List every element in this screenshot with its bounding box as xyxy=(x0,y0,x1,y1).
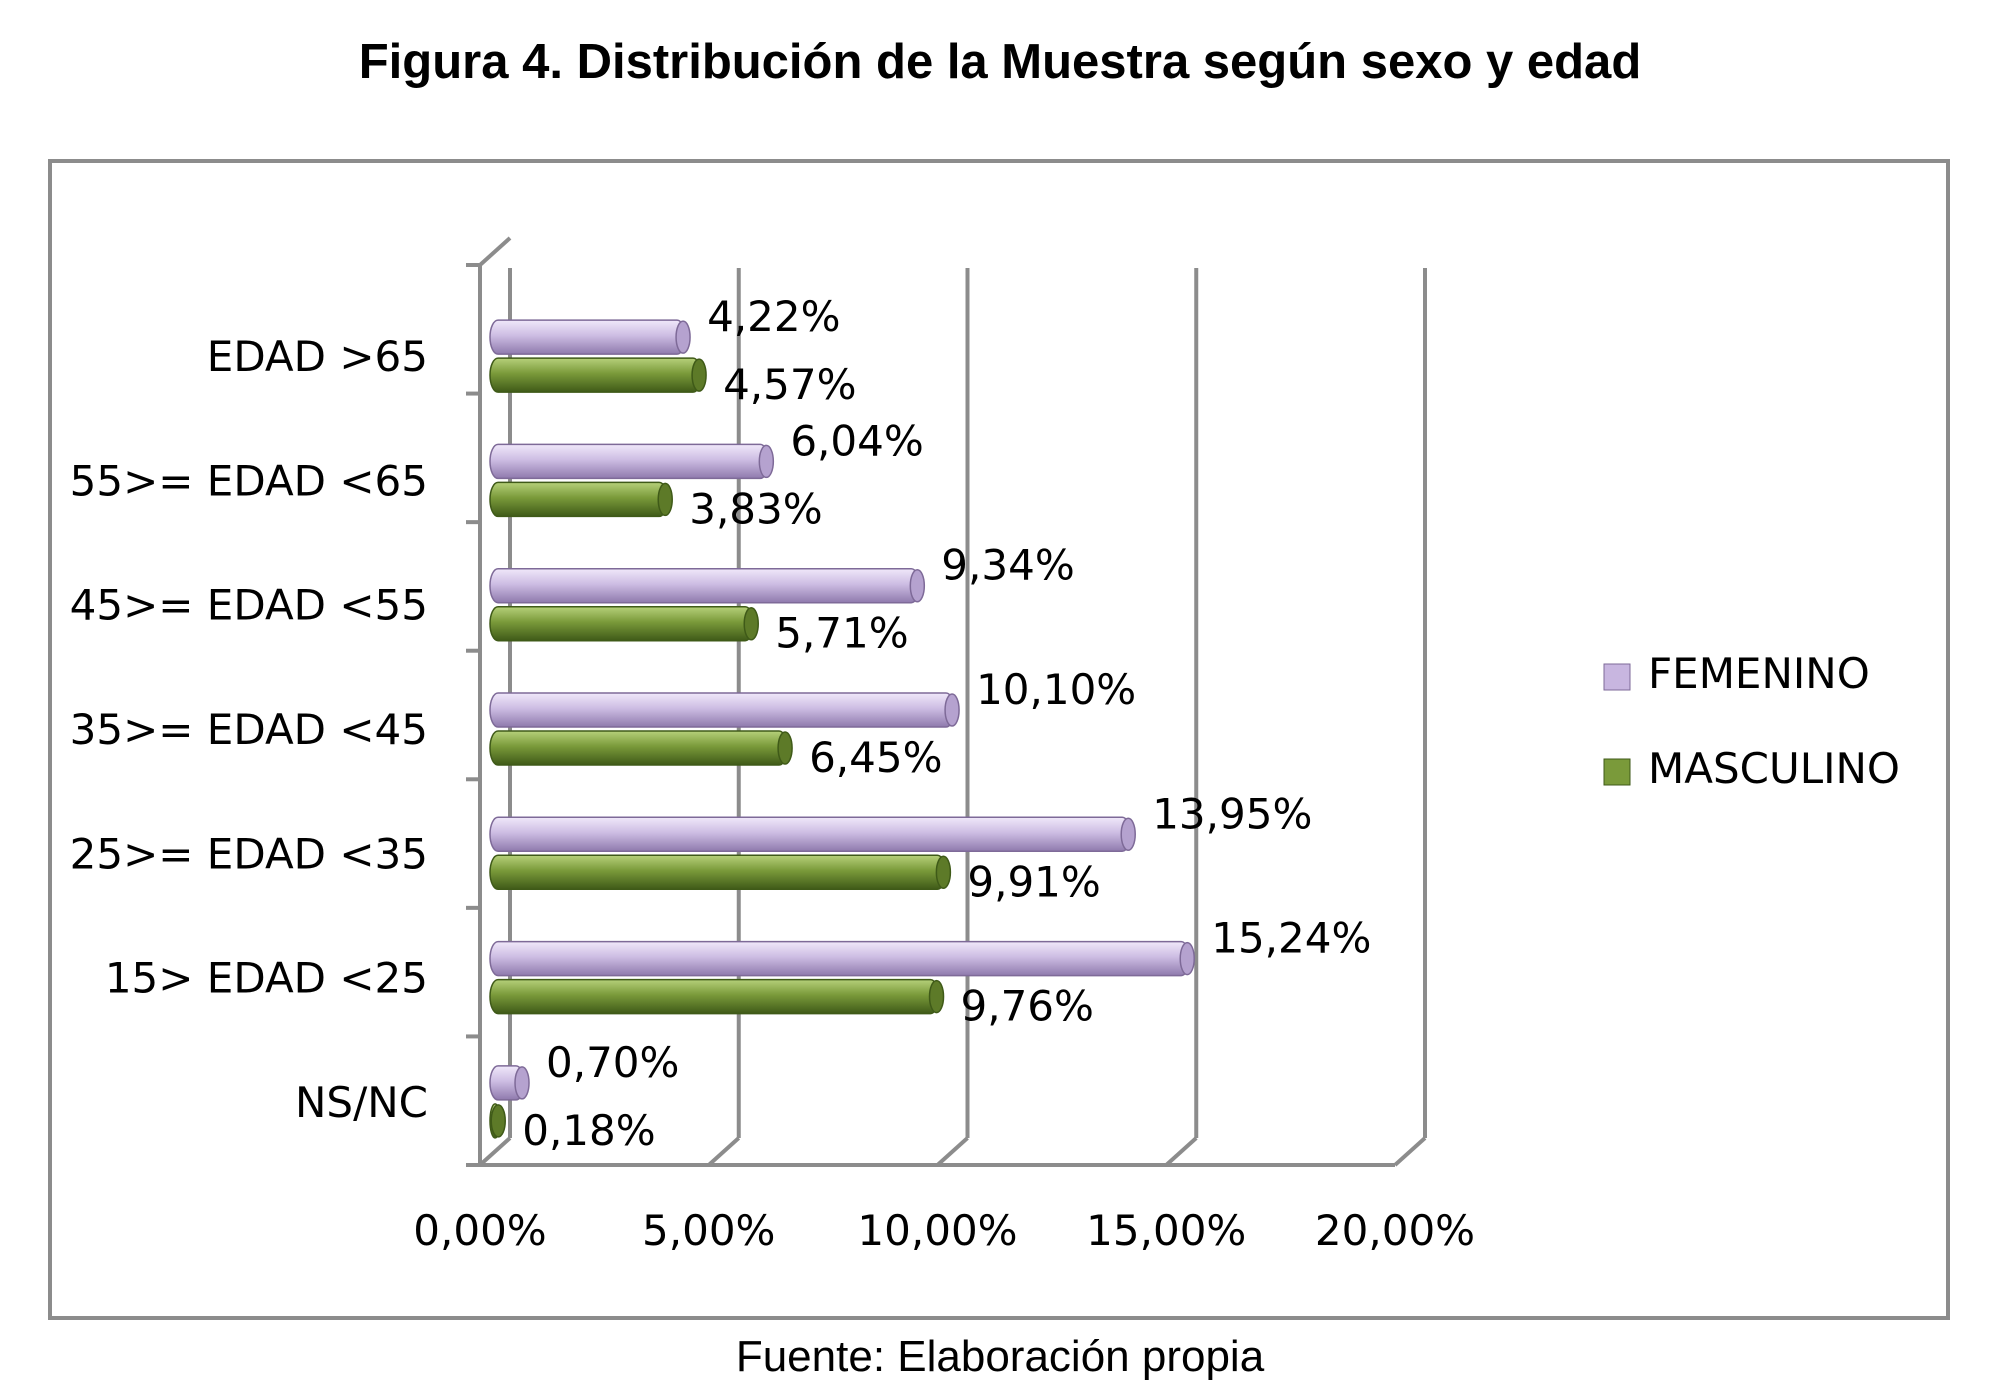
femenino-data-label: 0,70% xyxy=(546,1038,679,1087)
masculino-legend-swatch xyxy=(1603,758,1631,786)
category-label: 35>= EDAD <45 xyxy=(70,705,428,754)
category-label: 55>= EDAD <65 xyxy=(70,456,428,505)
femenino-data-label: 13,95% xyxy=(1152,789,1312,838)
masculino-data-label: 5,71% xyxy=(775,609,908,658)
masculino-data-label: 6,45% xyxy=(809,733,942,782)
masculino-bar xyxy=(489,357,702,393)
femenino-bar-cap xyxy=(758,444,775,479)
x-tick-label: 10,00% xyxy=(857,1206,1017,1255)
femenino-data-label: 15,24% xyxy=(1211,914,1371,963)
category-label: EDAD >65 xyxy=(207,332,428,381)
masculino-data-label: 9,91% xyxy=(967,857,1100,906)
femenino-data-label: 9,34% xyxy=(941,541,1074,590)
wall-edge xyxy=(478,236,512,267)
x-tick-label: 0,00% xyxy=(413,1206,546,1255)
gridline-floor xyxy=(936,1136,969,1167)
masculino-bar xyxy=(489,854,947,891)
plot-area: 0,00% 5,00% 10,00% 15,00% 20,00% EDAD >65 4,22… xyxy=(70,236,1900,1255)
femenino-bar-cap xyxy=(514,1066,530,1100)
femenino-data-label: 6,04% xyxy=(790,416,923,465)
masculino-bar-cap xyxy=(777,731,793,765)
femenino-bar-cap xyxy=(675,320,691,354)
femenino-bar xyxy=(489,567,921,604)
x-tick-label: 15,00% xyxy=(1086,1206,1246,1255)
masculino-bar-cap xyxy=(935,855,952,890)
femenino-bar xyxy=(489,319,686,355)
gridline-floor xyxy=(1393,1136,1427,1167)
category-label: 15> EDAD <25 xyxy=(105,954,428,1003)
femenino-bar-cap xyxy=(1120,817,1136,852)
masculino-data-label: 0,18% xyxy=(522,1106,655,1155)
x-tick-label: 5,00% xyxy=(642,1206,775,1255)
femenino-data-label: 10,10% xyxy=(976,665,1136,714)
masculino-bar xyxy=(489,481,668,518)
femenino-bar xyxy=(489,940,1190,977)
masculino-bar-cap xyxy=(928,979,945,1014)
gridline-floor xyxy=(1164,1136,1198,1167)
chart-title: Figura 4. Distribución de la Muestra seg… xyxy=(358,35,1642,89)
gridline-floor xyxy=(707,1136,741,1167)
chart-frame xyxy=(48,159,1950,1320)
femenino-bar xyxy=(489,443,770,480)
femenino-bar-cap xyxy=(944,693,960,727)
femenino-data-label: 4,22% xyxy=(707,292,840,341)
femenino-bar-cap xyxy=(909,568,926,603)
masculino-bar-cap xyxy=(657,482,673,517)
x-tick-label: 20,00% xyxy=(1315,1206,1475,1255)
masculino-data-label: 4,57% xyxy=(723,360,856,409)
masculino-bar-cap xyxy=(691,358,707,392)
masculino-bar xyxy=(489,730,788,766)
masculino-data-label: 9,76% xyxy=(961,982,1094,1031)
category-label: NS/NC xyxy=(295,1078,428,1127)
femenino-bar-cap xyxy=(1179,941,1195,976)
category-label: 25>= EDAD <35 xyxy=(70,829,428,878)
masculino-data-label: 3,83% xyxy=(689,484,822,533)
source-note: Fuente: Elaboración propia xyxy=(735,1332,1265,1381)
femenino-legend-swatch xyxy=(1603,663,1631,691)
femenino-bar xyxy=(489,692,955,728)
masculino-bar xyxy=(489,605,754,642)
masculino-bar-cap xyxy=(743,606,759,641)
femenino-legend-label: FEMENINO xyxy=(1648,649,1870,698)
masculino-legend-label: MASCULINO xyxy=(1648,744,1900,793)
masculino-bar-cap xyxy=(490,1104,506,1138)
masculino-bar xyxy=(489,978,940,1015)
femenino-bar xyxy=(489,816,1131,853)
category-label: 45>= EDAD <55 xyxy=(70,581,428,630)
gridline-floor xyxy=(478,1136,512,1167)
